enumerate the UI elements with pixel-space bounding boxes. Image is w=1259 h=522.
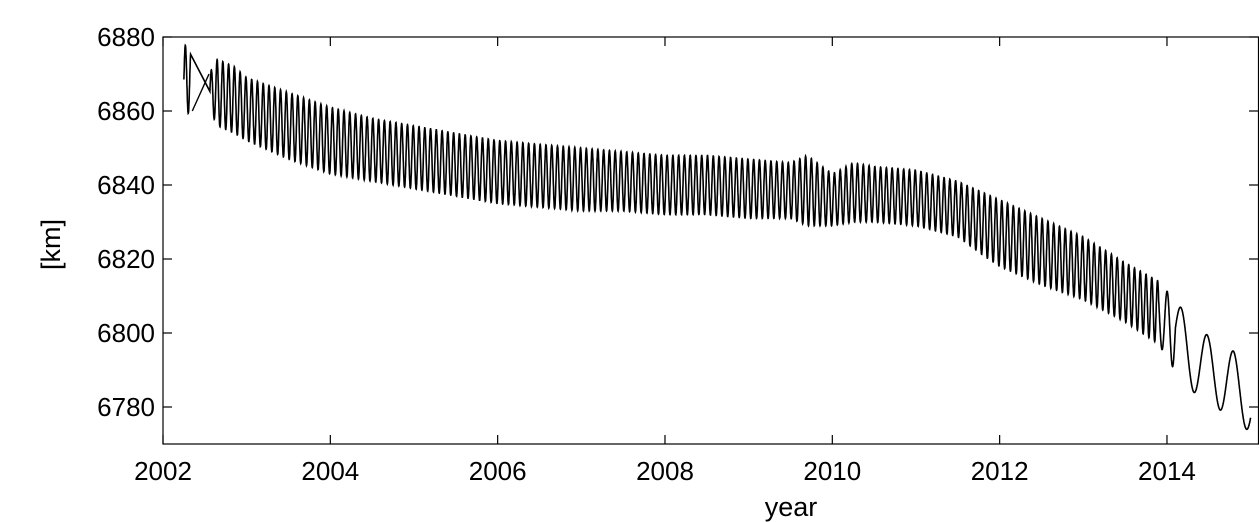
plot-frame xyxy=(162,36,1259,445)
y-tick-label: 6840 xyxy=(97,170,155,200)
x-tick-label: 2012 xyxy=(971,456,1029,486)
y-tick-label: 6800 xyxy=(97,318,155,348)
data-layer xyxy=(183,43,1252,431)
labels-layer: 2002 2004 2006 2008 2010 2012 2014 6780 6800 6820… xyxy=(36,22,1196,522)
y-tick-label: 6780 xyxy=(97,392,155,422)
y-axis-label: [km] xyxy=(36,219,66,270)
x-tick-label: 2014 xyxy=(1138,456,1196,486)
axes-layer xyxy=(162,36,1259,445)
y-tick-label: 6880 xyxy=(97,22,155,52)
y-tick-label: 6860 xyxy=(97,96,155,126)
y-tick-label: 6820 xyxy=(97,244,155,274)
x-tick-label: 2004 xyxy=(301,456,359,486)
x-tick-label: 2002 xyxy=(134,456,192,486)
x-axis-label: year xyxy=(765,492,818,522)
x-tick-label: 2008 xyxy=(636,456,694,486)
series-line xyxy=(183,43,1252,431)
x-tick-label: 2010 xyxy=(803,456,861,486)
x-tick-label: 2006 xyxy=(469,456,527,486)
series-gap-segment xyxy=(191,73,210,112)
